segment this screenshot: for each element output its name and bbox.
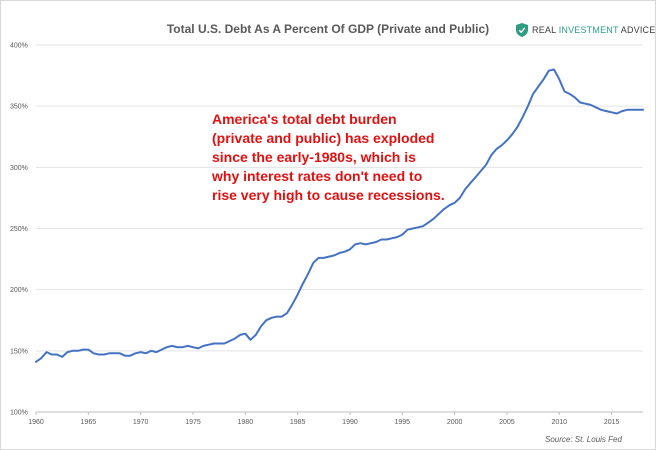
series-line <box>35 68 644 363</box>
x-tick-label: 1975 <box>185 419 201 426</box>
annotation-text: America's total debt burden (private and… <box>212 111 445 203</box>
x-tick-label: 2005 <box>499 419 515 426</box>
y-tick-label: 100% <box>10 410 28 417</box>
x-tick-label: 2000 <box>447 419 463 426</box>
y-tick-label: 300% <box>10 165 28 172</box>
x-tick-label: 2010 <box>551 419 567 426</box>
x-tick-label: 1960 <box>28 419 44 426</box>
x-tick-label: 1980 <box>238 419 254 426</box>
y-tick-label: 200% <box>10 287 28 294</box>
x-tick-label: 1985 <box>290 419 306 426</box>
x-tick-label: 1990 <box>342 419 358 426</box>
y-tick-label: 150% <box>10 348 28 355</box>
x-tick-label: 1965 <box>81 419 97 426</box>
source-note: Source: St. Louis Fed <box>545 435 622 444</box>
shield-icon <box>516 23 528 37</box>
y-tick-label: 350% <box>10 104 28 111</box>
brand-name: REAL INVESTMENT ADVICE <box>532 25 656 35</box>
y-tick-label: 250% <box>10 226 28 233</box>
x-tick-label: 2015 <box>604 419 620 426</box>
chart-title: Total U.S. Debt As A Percent Of GDP (Pri… <box>166 22 490 36</box>
y-tick-label: 400% <box>10 43 28 50</box>
x-tick-label: 1995 <box>395 419 411 426</box>
brand-logo: REAL INVESTMENT ADVICE <box>516 22 655 38</box>
x-tick-label: 1970 <box>133 419 149 426</box>
